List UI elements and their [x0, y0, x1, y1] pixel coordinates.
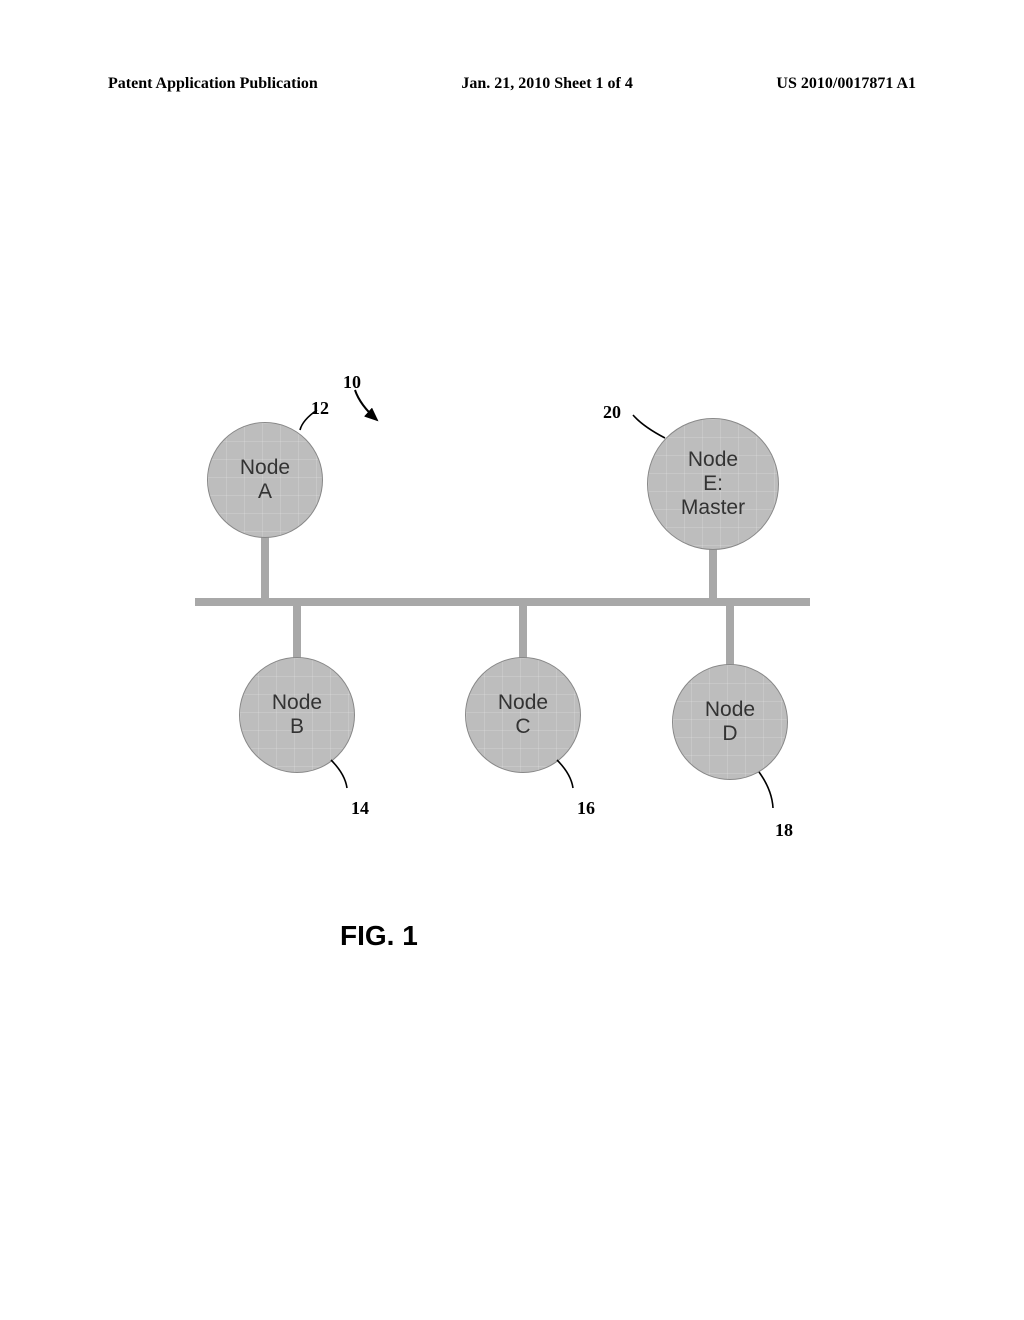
header-center: Jan. 21, 2010 Sheet 1 of 4: [461, 75, 633, 93]
page-header: Patent Application Publication Jan. 21, …: [0, 75, 1024, 93]
header-left: Patent Application Publication: [108, 75, 318, 93]
header-right: US 2010/0017871 A1: [776, 75, 916, 93]
network-diagram: 10 NodeA12NodeE:Master20NodeB14NodeC16No…: [155, 380, 855, 880]
leader-path-18: [759, 772, 773, 808]
leader-18: [155, 380, 855, 880]
figure-label: FIG. 1: [340, 920, 418, 952]
